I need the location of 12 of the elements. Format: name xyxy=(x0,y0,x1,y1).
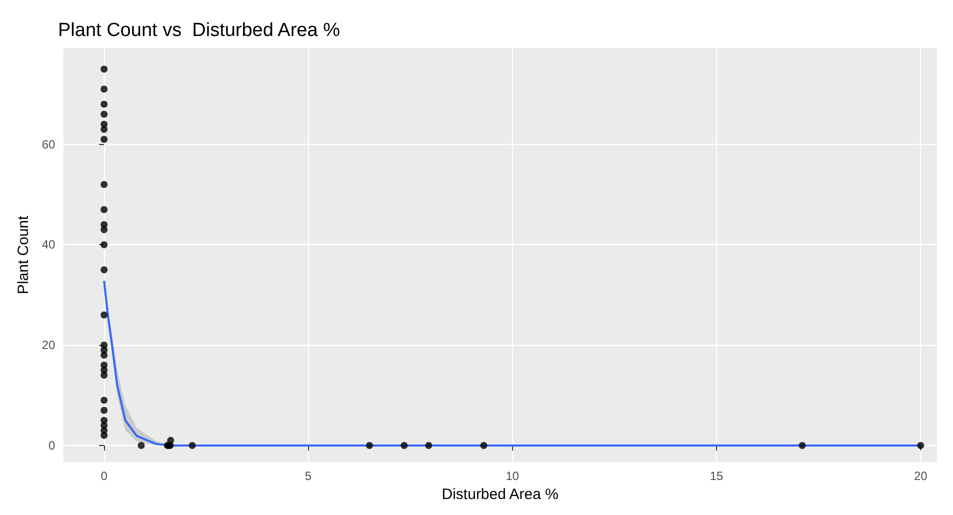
x-axis-title: Disturbed Area % xyxy=(442,486,558,503)
x-tick-label: 0 xyxy=(100,469,108,483)
chart-title: Plant Count vs Disturbed Area % xyxy=(58,20,340,41)
y-tick-label: 0 xyxy=(48,438,56,452)
y-tick-label: 40 xyxy=(42,238,56,252)
y-tick-label: 20 xyxy=(42,338,56,352)
x-tick-label: 20 xyxy=(914,469,928,483)
x-tick-label: 10 xyxy=(506,469,520,483)
y-axis-title: Plant Count xyxy=(15,214,32,294)
x-tick-label: 5 xyxy=(304,469,312,483)
y-tick-label: 60 xyxy=(42,137,56,152)
x-tick-label: 15 xyxy=(710,469,724,483)
